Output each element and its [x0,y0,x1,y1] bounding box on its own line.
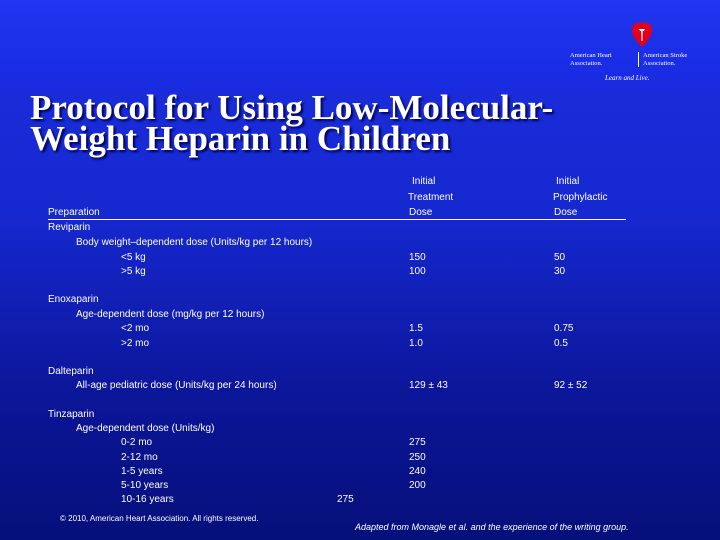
source-note: Adapted from Monagle et al. and the expe… [355,522,629,532]
logo-org-heart: American Heart Association. [570,52,612,67]
tinzaparin-row-label: 5-10 years [121,480,169,491]
dalteparin-treatment: 129 ± 43 [409,380,448,391]
tinzaparin-row-treatment: 275 [409,437,426,448]
tinzaparin-row-treatment: 275 [337,494,354,505]
page-title: Protocol for Using Low-Molecular- Weight… [30,88,670,158]
dalteparin-desc: All-age pediatric dose (Units/kg per 24 … [76,380,277,391]
header-preparation: Preparation [48,207,100,218]
enoxaparin-row-prophylactic: 0.75 [554,323,574,334]
drug-reviparin: Reviparin [48,222,91,233]
logo-tagline: Learn and Live. [605,74,650,82]
header-prophylactic-1: Initial [556,176,580,187]
tinzaparin-row-label: 10-16 years [121,494,174,505]
reviparin-row-label: >5 kg [121,266,146,277]
logo-divider [638,52,639,67]
drug-dalteparin: Dalteparin [48,366,94,377]
tinzaparin-row-treatment: 250 [409,452,426,463]
header-treatment-2: Treatment [408,192,454,203]
tinzaparin-row-treatment: 240 [409,466,426,477]
reviparin-row-treatment: 150 [409,252,426,263]
logo-org-stroke: American Stroke Association. [643,52,688,67]
reviparin-row-prophylactic: 30 [554,266,566,277]
tinzaparin-row-label: 2-12 mo [121,452,158,463]
reviparin-row-treatment: 100 [409,266,426,277]
copyright-notice: © 2010, American Heart Association. All … [60,514,259,523]
tinzaparin-row-label: 1-5 years [121,466,163,477]
enoxaparin-desc: Age-dependent dose (mg/kg per 12 hours) [76,309,265,320]
enoxaparin-row-prophylactic: 0.5 [554,338,568,349]
tinzaparin-row-label: 0-2 mo [121,437,153,448]
header-treatment-1: Initial [412,176,436,187]
header-treatment-3: Dose [409,207,433,218]
dalteparin-prophylactic: 92 ± 52 [554,380,588,391]
tinzaparin-row-treatment: 200 [409,480,426,491]
header-band [0,0,720,92]
title-line-1: Protocol for Using Low-Molecular- [30,88,554,127]
header-prophylactic-2: Prophylactic [553,192,608,203]
title-line-2: Weight Heparin in Children [30,119,451,158]
header-prophylactic-3: Dose [554,207,578,218]
header-rule [48,219,626,220]
enoxaparin-row-label: <2 mo [121,323,150,334]
drug-tinzaparin: Tinzaparin [48,409,95,420]
enoxaparin-row-label: >2 mo [121,338,150,349]
drug-enoxaparin: Enoxaparin [48,294,99,305]
enoxaparin-row-treatment: 1.0 [409,338,423,349]
enoxaparin-row-treatment: 1.5 [409,323,423,334]
reviparin-desc: Body weight–dependent dose (Units/kg per… [76,237,313,248]
aha-asa-logo: American Heart Association. American Str… [565,20,715,90]
reviparin-row-label: <5 kg [121,252,146,263]
tinzaparin-desc: Age-dependent dose (Units/kg) [76,423,215,434]
heart-torch-icon [632,21,652,47]
reviparin-row-prophylactic: 50 [554,252,566,263]
